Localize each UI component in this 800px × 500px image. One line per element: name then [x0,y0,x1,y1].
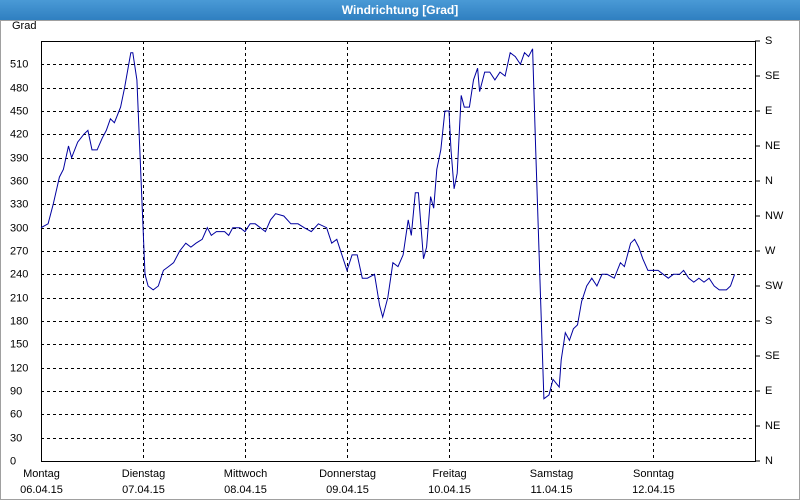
y-tick-label: 510 [10,58,28,70]
y-tick-label: 480 [10,82,28,94]
y-tick-label: 0 [10,455,16,467]
chart: Grad 0 30 60 90 120 150 180 210 240 270 300 330 360 3… [0,20,800,500]
x-tick-label: Dienstag [122,468,165,480]
y-tick-label: 420 [10,128,28,140]
y-tick-label: 450 [10,105,28,117]
data-line [40,48,736,400]
y-tick-label: 150 [10,338,28,350]
x-tick-label: 10.04.15 [428,484,471,496]
y-tick-label: 60 [10,408,22,420]
y-tick-label: 120 [10,362,28,374]
y2-tick-label: NE [765,420,780,432]
x-tick-label: 08.04.15 [224,484,267,496]
frame [0,20,800,500]
title-bar: Windrichtung [Grad] [0,0,800,20]
y2-tick-label: N [765,455,773,467]
y2-tick-label: SE [765,350,780,362]
x-tick-label: Sonntag [633,468,674,480]
y-tick-label: 360 [10,175,28,187]
x-tick-label: 09.04.15 [326,484,369,496]
y-tick-label: 210 [10,292,28,304]
y2-tick-label: SE [765,70,780,82]
y-tick-label: 300 [10,222,28,234]
x-tick-label: 06.04.15 [20,484,63,496]
y2-tick-label: NW [765,210,784,222]
x-tick-label: 11.04.15 [530,484,572,496]
x-tick-label: Mittwoch [224,468,267,480]
y2-tick-label: NE [765,140,780,152]
y-tick-label: 180 [10,315,28,327]
y2-tick-label: SW [765,280,783,292]
y-tick-label: 30 [10,432,22,444]
x-tick-label: Samstag [530,468,573,480]
y2-tick-label: W [765,245,776,257]
y-tick-label: 90 [10,385,22,397]
y2-tick-label: S [765,35,772,47]
x-tick-label: Montag [23,468,60,480]
plot-border [41,41,756,462]
x-tick-label: 12.04.15 [632,484,675,496]
y-tick-label: 390 [10,152,28,164]
y2-tick-label: E [765,385,772,397]
y2-tick-label: N [765,175,773,187]
y-tick-label: 330 [10,198,28,210]
y-tick-label: 270 [10,245,28,257]
x-tick-label: 07.04.15 [122,484,165,496]
y-tick-label: 240 [10,268,28,280]
y2-tick-label: E [765,105,772,117]
y-axis-label: Grad [12,20,36,32]
x-tick-label: Donnerstag [319,468,376,480]
x-tick-label: Freitag [432,468,466,480]
y2-tick-label: S [765,315,772,327]
